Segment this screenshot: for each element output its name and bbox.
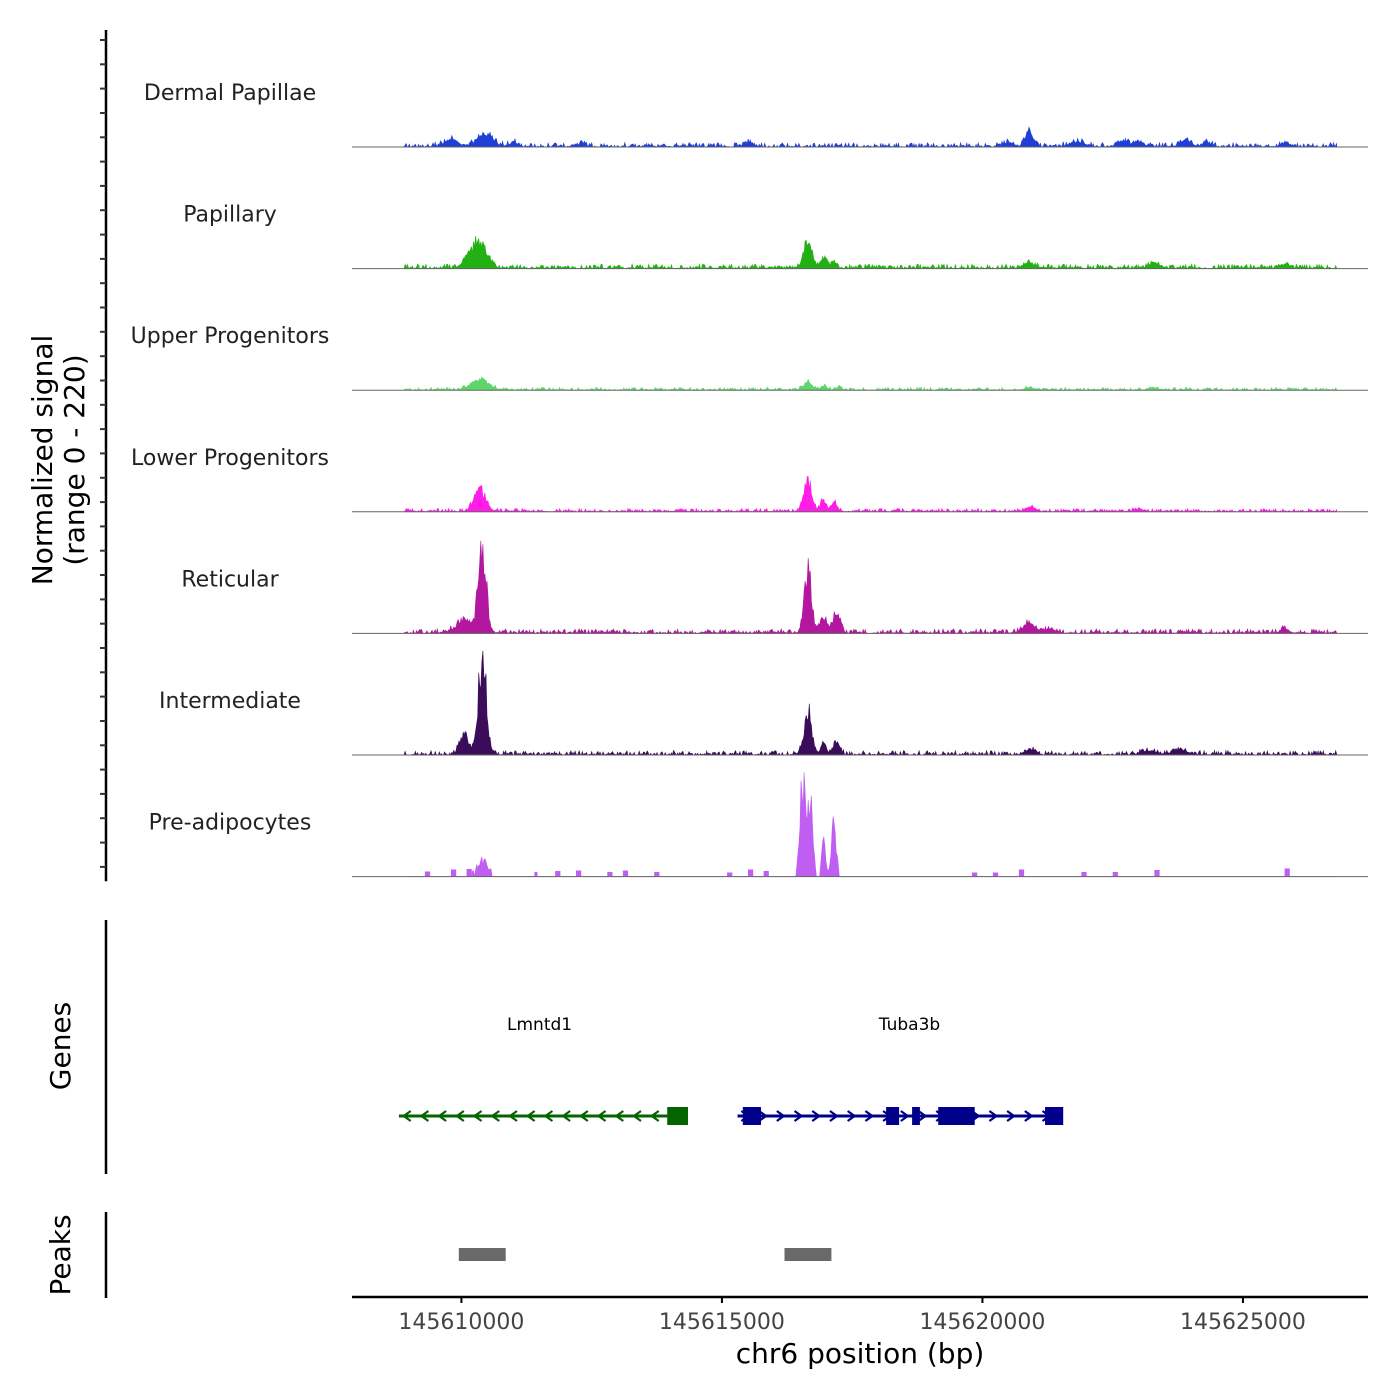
peak-track [104,1212,832,1298]
signal-block-pre-adipocytes [972,872,978,877]
peaks-panel-label: Peaks [44,1214,77,1295]
genes-panel-label: Genes [44,1002,77,1090]
track-label-lower-progenitors: Lower Progenitors [131,446,329,471]
exon-tuba3b [938,1107,975,1125]
strand-arrow-lmntd1 [419,1110,430,1122]
signal-block-pre-adipocytes [654,872,660,877]
exon-tuba3b [1045,1107,1064,1125]
signal-tracks: Dermal Papillae Papillary Upper Progenitor… [131,81,1368,878]
x-tick-label: 145620000 [919,1310,1045,1335]
exon-tuba3b [886,1107,900,1125]
track-label-reticular: Reticular [181,567,279,592]
strand-arrow-tuba3b [917,1110,928,1122]
strand-arrow-lmntd1 [596,1110,607,1122]
signal-block-pre-adipocytes [534,872,538,877]
x-axis: 145610000 145615000 145620000 145625000 [352,1295,1368,1335]
strand-arrow-lmntd1 [472,1110,483,1122]
strand-arrow-tuba3b [793,1110,804,1122]
strand-arrow-lmntd1 [454,1110,465,1122]
gene-label-lmntd1: Lmntd1 [507,1015,572,1035]
peak-region [458,1248,506,1261]
track-label-pre-adipocytes: Pre-adipocytes [149,811,312,836]
y-axis-title-line-1: Normalized signal [26,335,59,586]
strand-arrow-lmntd1 [508,1110,518,1122]
strand-arrow-lmntd1 [632,1110,642,1122]
signal-area-dermal-papillae [403,126,1337,149]
y-axis-title: Normalized signal (range 0 - 220) [26,335,91,586]
signal-block-pre-adipocytes [466,869,472,877]
strand-arrow-tuba3b [1024,1110,1034,1122]
signal-block-pre-adipocytes [1154,870,1160,877]
signal-area-reticular [403,540,1337,635]
x-tick-label: 145625000 [1180,1310,1306,1335]
signal-area-upper-progenitors [403,376,1337,392]
track-label-dermal-papillae: Dermal Papillae [144,81,316,106]
gene-label-tuba3b: Tuba3b [878,1015,940,1035]
strand-arrow-tuba3b [1006,1110,1016,1122]
signal-y-axis [100,30,108,882]
peak-region [784,1248,832,1261]
track-label-upper-progenitors: Upper Progenitors [131,324,330,349]
strand-arrow-tuba3b [776,1110,786,1122]
track-label-papillary: Papillary [183,203,277,228]
signal-block-pre-adipocytes [424,871,431,877]
signal-area-pre-adipocytes [404,772,1337,877]
signal-block-pre-adipocytes [1081,872,1087,877]
strand-arrow-lmntd1 [614,1110,624,1122]
track-label-intermediate: Intermediate [159,689,301,714]
signal-block-pre-adipocytes [607,872,613,877]
x-tick-label: 145615000 [659,1310,785,1335]
strand-arrow-tuba3b [988,1110,999,1122]
exon-tuba3b [742,1107,761,1125]
signal-block-pre-adipocytes [763,871,769,877]
strand-arrow-lmntd1 [401,1110,412,1122]
signal-block-pre-adipocytes [622,870,629,877]
signal-block-pre-adipocytes [1018,869,1025,877]
strand-arrow-lmntd1 [649,1110,660,1122]
exon-lmntd1 [667,1107,688,1125]
strand-arrow-tuba3b [811,1110,822,1122]
signal-area-lower-progenitors [403,476,1337,513]
signal-block-pre-adipocytes [576,870,582,877]
signal-block-pre-adipocytes [727,872,733,877]
signal-area-papillary [403,235,1337,270]
strand-arrow-lmntd1 [490,1110,500,1122]
gene-track: Lmntd1 Tuba3b [104,920,1064,1174]
strand-arrow-tuba3b [900,1110,910,1122]
signal-block-pre-adipocytes [1284,868,1290,877]
strand-arrow-tuba3b [847,1110,857,1122]
strand-arrow-tuba3b [758,1110,768,1122]
signal-block-pre-adipocytes [1112,872,1118,877]
signal-block-pre-adipocytes [555,871,561,877]
strand-arrow-lmntd1 [525,1110,536,1122]
exon-tuba3b [912,1107,920,1125]
strand-arrow-lmntd1 [561,1110,571,1122]
y-axis-title-line-2: (range 0 - 220) [58,354,91,565]
signal-block-pre-adipocytes [451,869,457,877]
signal-block-pre-adipocytes [992,872,999,877]
strand-arrow-tuba3b [829,1110,839,1122]
strand-arrow-lmntd1 [437,1110,447,1122]
strand-arrow-lmntd1 [543,1110,554,1122]
x-tick-label: 145610000 [398,1310,524,1335]
x-axis-title: chr6 position (bp) [736,1337,985,1370]
strand-arrow-lmntd1 [578,1110,589,1122]
strand-arrow-tuba3b [864,1110,875,1122]
signal-area-intermediate [403,650,1337,757]
signal-block-pre-adipocytes [748,869,754,877]
